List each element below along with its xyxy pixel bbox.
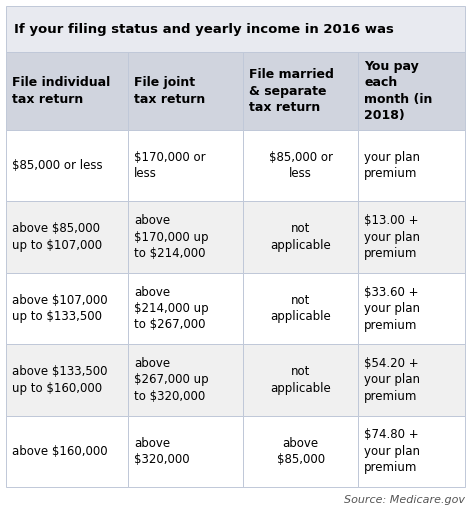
Bar	[358, 202, 465, 273]
Text: $74.80 +
your plan
premium: $74.80 + your plan premium	[364, 428, 420, 474]
Text: $85,000 or
less: $85,000 or less	[268, 151, 333, 180]
Text: not
applicable: not applicable	[270, 294, 331, 323]
Text: $170,000 or
less: $170,000 or less	[134, 151, 206, 180]
Bar	[243, 52, 358, 130]
Bar	[128, 52, 243, 130]
Bar	[243, 130, 358, 202]
Text: above $160,000: above $160,000	[12, 445, 108, 458]
Bar	[243, 202, 358, 273]
Bar	[358, 130, 465, 202]
Text: $33.60 +
your plan
premium: $33.60 + your plan premium	[364, 285, 420, 331]
Text: not
applicable: not applicable	[270, 365, 331, 394]
Text: above
$85,000: above $85,000	[276, 436, 325, 466]
Bar	[128, 273, 243, 344]
Bar	[6, 130, 128, 202]
Text: Source: Medicare.gov: Source: Medicare.gov	[344, 495, 465, 505]
Bar	[358, 52, 465, 130]
Bar	[6, 52, 128, 130]
Text: above
$170,000 up
to $214,000: above $170,000 up to $214,000	[134, 214, 209, 260]
Text: above
$214,000 up
to $267,000: above $214,000 up to $267,000	[134, 285, 209, 331]
Text: File joint
tax return: File joint tax return	[134, 76, 205, 106]
Text: $54.20 +
your plan
premium: $54.20 + your plan premium	[364, 357, 420, 403]
Bar	[243, 416, 358, 487]
Bar	[128, 130, 243, 202]
Bar	[243, 344, 358, 416]
Bar	[243, 273, 358, 344]
Text: above
$320,000: above $320,000	[134, 436, 190, 466]
Bar	[128, 202, 243, 273]
Bar	[6, 6, 465, 52]
Bar	[358, 416, 465, 487]
Text: File married
& separate
tax return: File married & separate tax return	[249, 68, 334, 114]
Text: above $85,000
up to $107,000: above $85,000 up to $107,000	[12, 222, 102, 252]
Text: above
$267,000 up
to $320,000: above $267,000 up to $320,000	[134, 357, 209, 403]
Bar	[6, 273, 128, 344]
Bar	[358, 344, 465, 416]
Bar	[6, 344, 128, 416]
Text: not
applicable: not applicable	[270, 222, 331, 252]
Bar	[358, 273, 465, 344]
Text: your plan
premium: your plan premium	[364, 151, 420, 180]
Text: File individual
tax return: File individual tax return	[12, 76, 110, 106]
Text: If your filing status and yearly income in 2016 was: If your filing status and yearly income …	[14, 23, 394, 36]
Bar	[128, 344, 243, 416]
Text: You pay
each
month (in
2018): You pay each month (in 2018)	[364, 60, 432, 122]
Text: $85,000 or less: $85,000 or less	[12, 159, 103, 172]
Bar	[6, 416, 128, 487]
Bar	[128, 416, 243, 487]
Bar	[6, 202, 128, 273]
Text: $13.00 +
your plan
premium: $13.00 + your plan premium	[364, 214, 420, 260]
Text: above $133,500
up to $160,000: above $133,500 up to $160,000	[12, 365, 107, 394]
Text: above $107,000
up to $133,500: above $107,000 up to $133,500	[12, 294, 108, 323]
